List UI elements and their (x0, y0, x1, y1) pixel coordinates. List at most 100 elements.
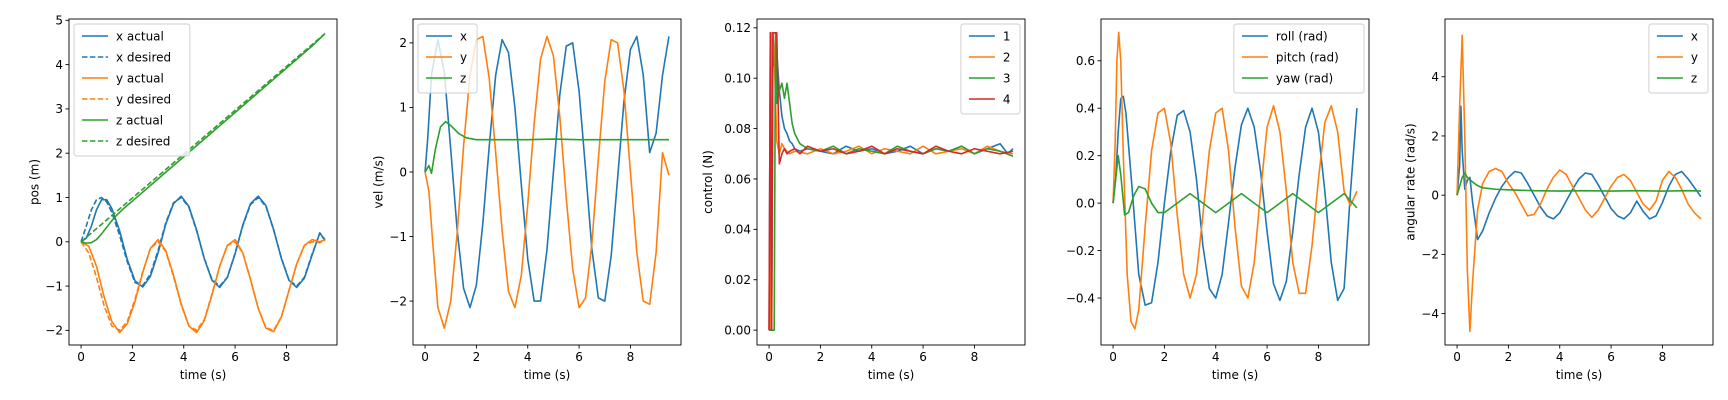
x-tick-label: 8 (1315, 350, 1323, 364)
y-tick-label: 2 (399, 36, 407, 50)
legend-box (1648, 23, 1709, 94)
series-line-2 (1456, 34, 1702, 333)
x-tick-label: 8 (971, 350, 979, 364)
series-line-2 (1112, 31, 1358, 330)
x-tick-label: 8 (283, 350, 291, 364)
legend-label: 2 (1003, 50, 1011, 64)
y-tick-label: 0.2 (1076, 149, 1095, 163)
legend-label: y (1691, 50, 1698, 64)
legend-label: 3 (1003, 71, 1011, 85)
x-tick-label: 4 (180, 350, 188, 364)
legend-label: 4 (1003, 92, 1011, 106)
x-tick-label: 6 (231, 350, 239, 364)
x-tick-label: 2 (129, 350, 137, 364)
x-tick-label: 2 (473, 350, 481, 364)
series-line-3 (1456, 172, 1701, 196)
y-tick-label: 4 (1431, 70, 1439, 84)
chart-panel-4: 0 2 4 6 8 −0.4 −0.2 0.0 0.2 0.4 0.6 time (s) roll (r… (1066, 18, 1370, 382)
y-tick-label: 0.08 (724, 122, 751, 136)
legend-label: x (1691, 29, 1698, 43)
x-tick-label: 2 (1505, 350, 1513, 364)
legend-label: pitch (rad) (1276, 50, 1339, 64)
x-tick-label: 2 (817, 350, 825, 364)
x-tick-label: 6 (575, 350, 583, 364)
y-tick-label: 4 (55, 58, 63, 72)
y-tick-label: 0.4 (1076, 102, 1095, 116)
x-tick-label: 4 (1556, 350, 1564, 364)
legend-box (960, 23, 1021, 115)
legend-label: z (1691, 71, 1697, 85)
x-tick-label: 0 (77, 350, 85, 364)
x-axis-label: time (s) (868, 368, 915, 382)
x-tick-label: 0 (1109, 350, 1117, 364)
series-line-1 (1112, 95, 1358, 306)
y-tick-label: 1 (399, 101, 407, 115)
legend: roll (rad) pitch (rad) yaw (rad) (1233, 23, 1365, 94)
y-tick-label: −4 (1421, 307, 1439, 321)
x-tick-label: 4 (524, 350, 532, 364)
x-axis-label: time (s) (1556, 368, 1603, 382)
x-tick-label: 4 (868, 350, 876, 364)
series-line-4 (768, 32, 1014, 331)
series-line-3 (1112, 154, 1358, 216)
legend-label: z desired (116, 134, 170, 148)
legend: xyz (417, 23, 478, 94)
x-tick-label: 8 (1659, 350, 1667, 364)
series-line-6 (80, 33, 326, 243)
y-tick-label: 0.10 (724, 72, 751, 86)
y-tick-label: 2 (1431, 129, 1439, 143)
legend: x actual x desired y actual y desired z actu… (73, 23, 191, 157)
y-tick-label: −0.2 (1066, 244, 1095, 258)
legend-box (1233, 23, 1365, 94)
chart-panel-2: 0 2 4 6 8 −2 −1 0 1 2 time (s) vel (m/s) xyz (372, 18, 682, 382)
plot-area (768, 32, 1014, 331)
series-line-2 (424, 35, 670, 330)
y-tick-label: −2 (45, 324, 63, 338)
x-tick-label: 6 (1607, 350, 1615, 364)
y-tick-label: −2 (1421, 248, 1439, 262)
y-tick-label: 5 (55, 14, 63, 28)
y-tick-label: 0 (1431, 188, 1439, 202)
series-line-3 (769, 32, 1014, 331)
plot-frame (756, 18, 1026, 346)
series-line-2 (80, 196, 326, 287)
series-line-1 (1456, 105, 1702, 241)
y-axis-label: control (N) (701, 150, 715, 214)
x-tick-label: 0 (1453, 350, 1461, 364)
legend: xyz (1648, 23, 1709, 94)
plot-frame (68, 18, 338, 346)
x-tick-label: 8 (627, 350, 635, 364)
plot-frame (412, 18, 682, 346)
y-tick-label: 0.06 (724, 172, 751, 186)
y-tick-label: −2 (389, 294, 407, 308)
y-tick-label: 0.00 (724, 323, 751, 337)
y-tick-label: 0 (399, 165, 407, 179)
y-tick-label: −1 (45, 279, 63, 293)
x-tick-label: 0 (765, 350, 773, 364)
chart-panel-5: 0 2 4 6 8 −4 −2 0 2 4 time (s) angular rate (rad/s)… (1404, 18, 1714, 382)
x-tick-label: 6 (1263, 350, 1271, 364)
plot-area (1456, 34, 1702, 333)
series-line-1 (424, 35, 670, 309)
legend-box (417, 23, 478, 94)
legend-label: z (460, 71, 466, 85)
y-axis-label: angular rate (rad/s) (1404, 123, 1418, 240)
y-tick-label: 0 (55, 235, 63, 249)
y-tick-label: 0.6 (1076, 54, 1095, 68)
chart-panel-3: 0 2 4 6 8 0.00 0.02 0.04 0.06 0.08 0.10 0.12 time (s… (701, 18, 1026, 382)
x-tick-label: 0 (421, 350, 429, 364)
legend-label: 1 (1003, 29, 1011, 43)
x-axis-label: time (s) (1212, 368, 1259, 382)
x-tick-label: 6 (919, 350, 927, 364)
legend: 1 2 3 4 (960, 23, 1021, 115)
y-tick-label: 0.12 (724, 21, 751, 35)
y-tick-label: 3 (55, 102, 63, 116)
legend-label: z actual (116, 113, 163, 127)
y-axis-label: vel (m/s) (372, 156, 386, 209)
legend-label: x (460, 29, 467, 43)
series-line-5 (80, 33, 326, 244)
y-tick-label: 2 (55, 147, 63, 161)
legend-label: y desired (116, 92, 171, 106)
plot-frame (1444, 18, 1714, 346)
y-tick-label: 0.02 (724, 273, 751, 287)
